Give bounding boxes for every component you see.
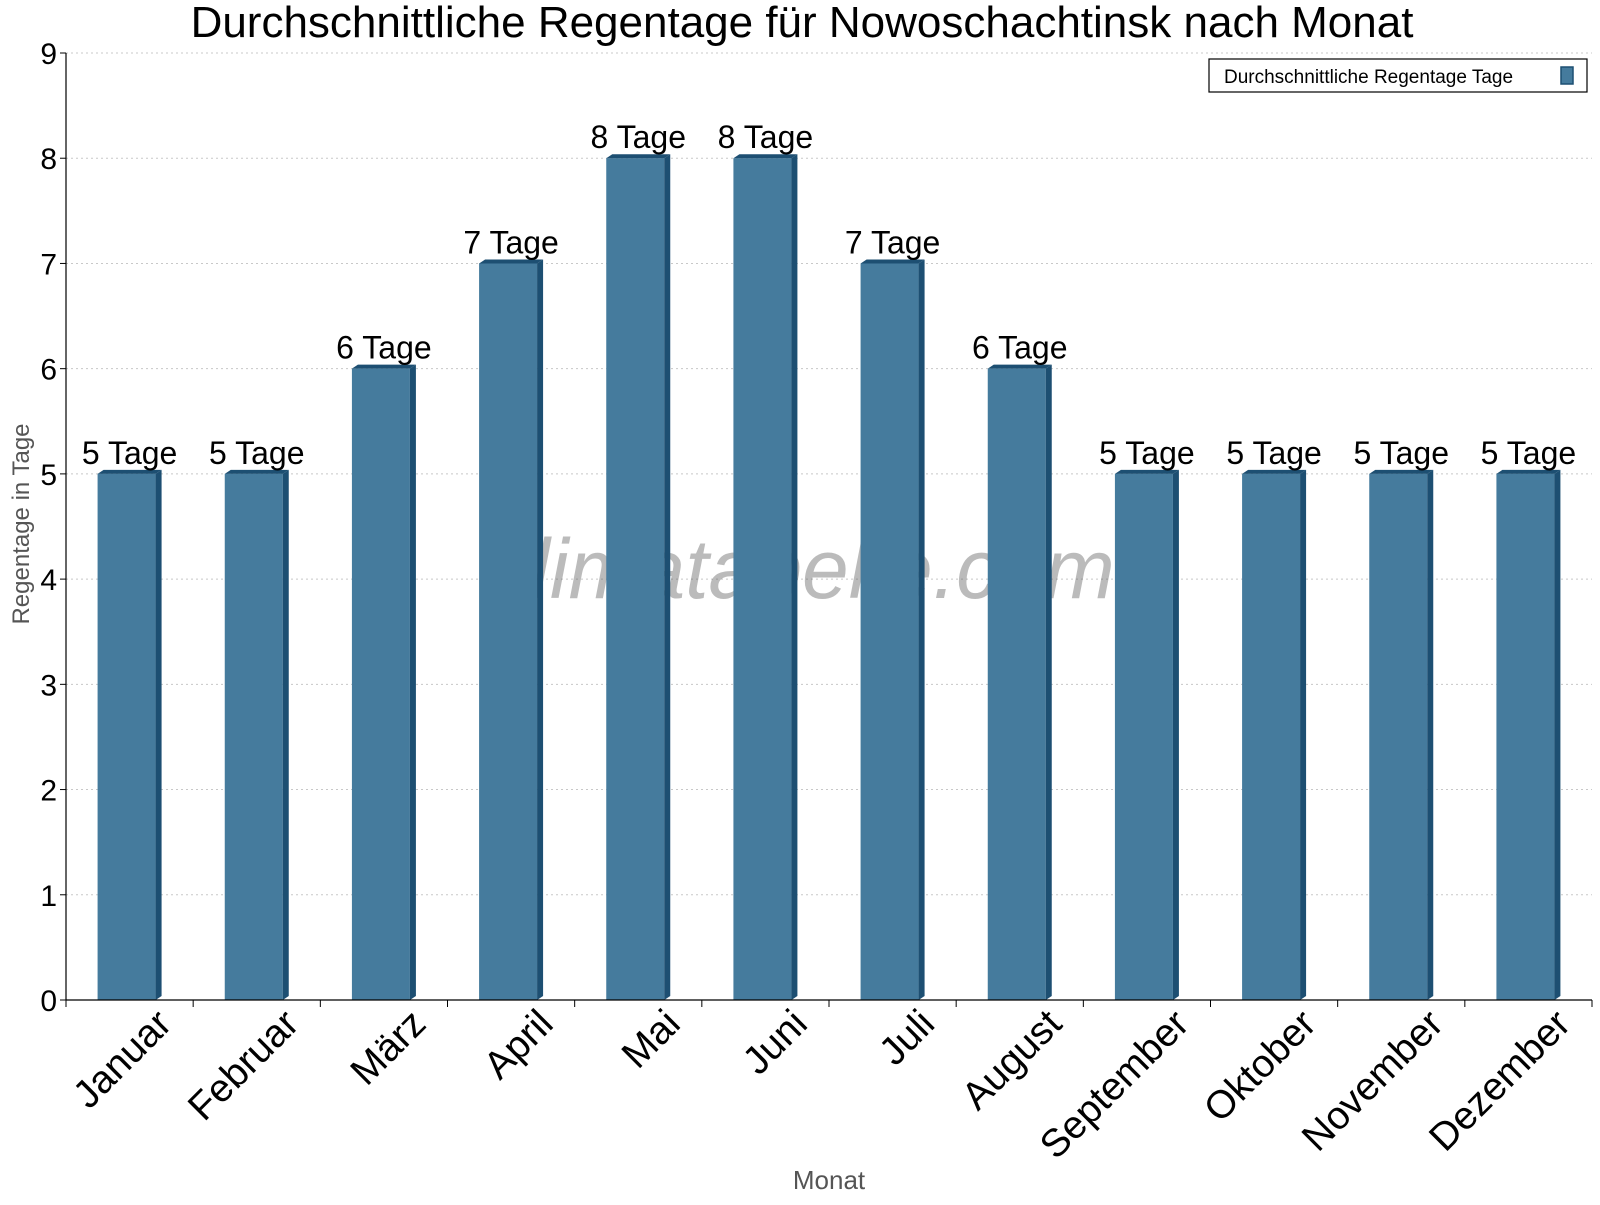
bar-top [479,259,544,264]
data-label: 5 Tage [82,435,178,471]
data-label: 7 Tage [463,224,559,260]
y-tick-label: 6 [40,354,57,387]
bar-front [987,368,1046,1001]
bar-2 [224,469,289,1000]
bar-7 [860,259,925,1000]
bar-top [987,364,1052,369]
bar-8 [987,364,1052,1001]
bar-front [1242,473,1301,1000]
x-axis-label: Monat [793,1165,866,1195]
data-labels: 5 Tage 5 Tage 6 Tage 7 Tage 8 Tage 8 Tage 7 Ta… [82,119,1576,471]
bars [97,154,1561,1001]
bar-1 [97,469,162,1000]
legend-box [1208,58,1588,93]
bar-front [733,158,792,1000]
data-label: 6 Tage [972,330,1068,366]
bar-top [351,364,416,369]
data-label: 5 Tage [1226,435,1322,471]
data-label: 5 Tage [1099,435,1195,471]
axes [60,52,1593,1007]
bar-side [282,469,289,1000]
bar-top [733,154,798,159]
data-label: 7 Tage [845,224,941,260]
bar-12 [1496,469,1561,1000]
bar-side [1554,469,1561,1000]
data-label: 8 Tage [591,119,687,155]
y-tick-label: 0 [40,985,57,1018]
bar-side [1427,469,1434,1000]
y-tick-label: 7 [40,248,57,281]
data-label: 6 Tage [336,330,432,366]
bar-5 [606,154,671,1000]
data-label: 5 Tage [1354,435,1450,471]
data-label: 5 Tage [1481,435,1577,471]
bar-top [1369,469,1434,474]
bar-side [1045,364,1052,1001]
bar-3 [351,364,416,1001]
bar-front [1496,473,1555,1000]
bar-4 [479,259,544,1000]
data-label: 5 Tage [209,435,305,471]
bar-9 [1114,469,1179,1000]
bar-front [97,473,156,1000]
bar-11 [1369,469,1434,1000]
bar-side [1300,469,1307,1000]
bar-side [791,154,798,1000]
y-tick-label: 3 [40,669,57,702]
y-tick-labels: 0 1 2 3 4 5 6 7 8 9 [40,38,57,1018]
legend-label: Durchschnittliche Regentage Tage [1224,67,1513,88]
bar-top [1242,469,1307,474]
y-axis-label: Regentage in Tage [8,423,35,624]
bar-top [606,154,671,159]
y-tick-label: 8 [40,143,57,176]
bar-front [1114,473,1173,1000]
bar-front [606,158,665,1000]
bar-side [918,259,925,1000]
bar-front [1369,473,1428,1000]
y-tick-label: 2 [40,775,57,808]
data-label: 8 Tage [718,119,814,155]
bar-front [224,473,283,1000]
y-tick-label: 9 [40,38,57,71]
bar-side [409,364,416,1001]
legend-swatch [1560,66,1574,85]
bar-top [1496,469,1561,474]
bar-6 [733,154,798,1000]
bar-top [97,469,162,474]
bar-side [537,259,544,1000]
bar-top [224,469,289,474]
bar-front [860,263,919,1000]
y-tick-label: 4 [40,564,57,597]
bar-top [860,259,925,264]
bar-front [351,368,410,1001]
chart-title: Durchschnittliche Regentage für Nowoscha… [191,0,1414,47]
bar-10 [1242,469,1307,1000]
bar-front [479,263,538,1000]
bar-side [1172,469,1179,1000]
y-tick-label: 5 [40,459,57,492]
bar-top [1114,469,1179,474]
bar-side [155,469,162,1000]
bar-side [664,154,671,1000]
grid-lines [66,52,1592,896]
legend: Durchschnittliche Regentage Tage [1208,58,1588,93]
y-tick-label: 1 [40,880,57,913]
